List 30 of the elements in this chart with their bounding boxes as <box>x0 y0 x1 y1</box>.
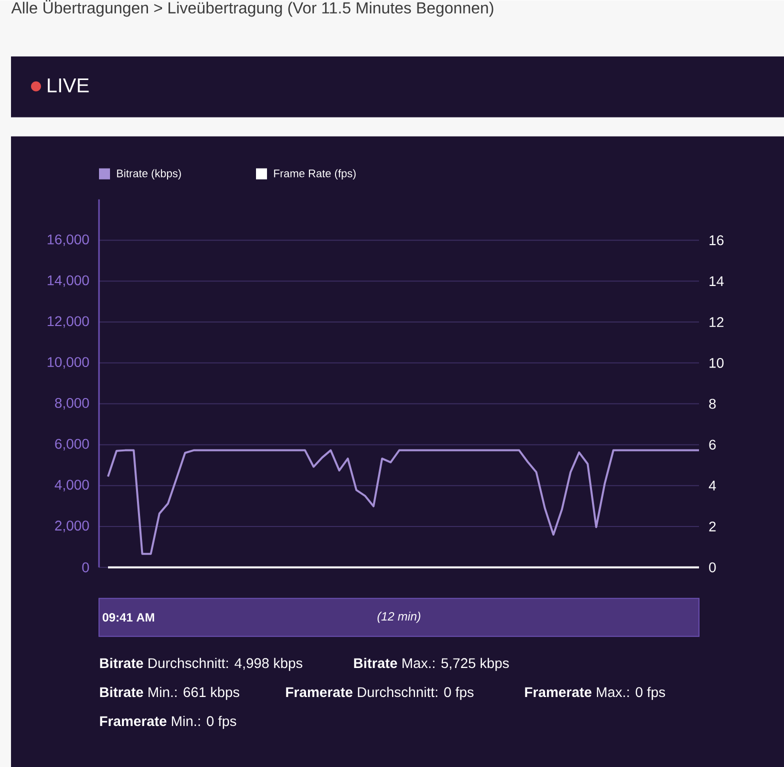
text: (12 min) <box>378 612 420 623</box>
text: Bitrate Min.: 661 kbps <box>100 686 240 700</box>
text: 09:41 AM <box>102 612 154 622</box>
y-tick-label: 4,000 <box>54 480 89 492</box>
y2-tick-label: 14 <box>710 276 724 286</box>
y-tick-label: 12,000 <box>48 316 89 328</box>
text: Bitrate Max.: 5,725 kbps <box>354 658 509 671</box>
y2-tick-label: 8 <box>709 398 716 409</box>
y-tick-label: 6,000 <box>55 438 89 450</box>
y-tick-label: 2,000 <box>55 520 89 532</box>
y-tick-label: 0 <box>82 562 89 572</box>
y2-tick-label: 2 <box>709 521 716 532</box>
y2-tick-label: 12 <box>710 316 724 327</box>
legend-label: Bitrate (kbps) <box>117 169 181 180</box>
y2-tick-label: 0 <box>709 562 716 572</box>
y-tick-label: 10,000 <box>48 356 89 369</box>
y-tick-label: 8,000 <box>55 398 89 410</box>
y2-tick-label: 6 <box>709 440 716 450</box>
text: Framerate Min.: 0 fps <box>100 716 236 729</box>
chart-subtitle: LIVE <box>48 78 89 92</box>
chart-title: Alle Übertragungen > Liveübertragung (Vor 11.5 Minutes Begonnen) <box>11 0 494 17</box>
text: Framerate Durchschnitt: 0 fps <box>286 686 474 700</box>
y-tick-label: 14,000 <box>48 275 89 287</box>
legend-label: Frame Rate (fps) <box>274 169 356 180</box>
text: Framerate Max.: 0 fps <box>525 686 666 700</box>
y2-tick-label: 10 <box>710 358 724 368</box>
y-tick-label: 16,000 <box>48 234 89 246</box>
text: Bitrate Durchschnitt: 4,998 kbps <box>100 658 302 671</box>
y2-tick-label: 4 <box>708 480 716 490</box>
y2-tick-label: 16 <box>710 235 724 246</box>
